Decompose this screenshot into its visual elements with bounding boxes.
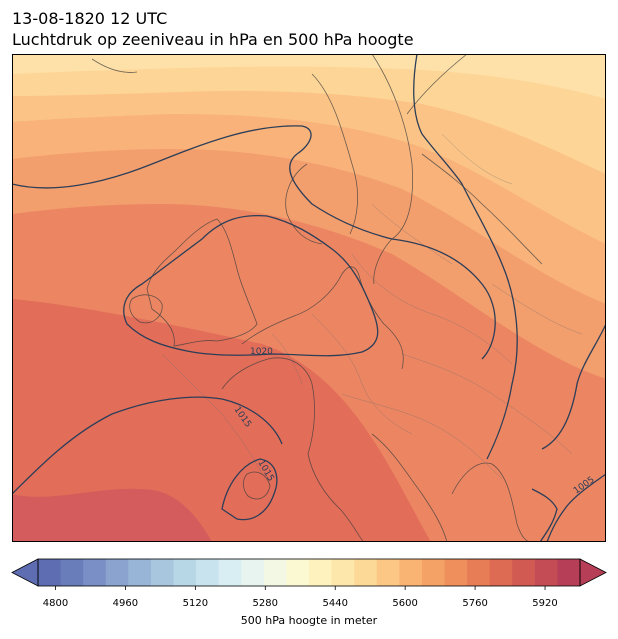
colorbar-tick-label: 5920 xyxy=(532,598,558,609)
colorbar-tick-label: 5120 xyxy=(182,598,209,609)
colorbar-segment xyxy=(421,559,445,586)
coastlines xyxy=(91,54,543,542)
colorbar-segment xyxy=(60,559,84,586)
colorbar-segment xyxy=(467,559,491,586)
colorbar-tick-label: 5600 xyxy=(392,598,418,609)
pressure-height-map: 1020 1015 1015 1005 xyxy=(12,54,606,542)
colorbar-segment xyxy=(241,559,265,586)
colorbar-tick-label: 4960 xyxy=(112,598,139,609)
map-frame xyxy=(12,54,606,542)
colorbar-segment xyxy=(399,559,423,586)
height-band-5640 xyxy=(12,54,606,99)
height-band-5920 xyxy=(12,488,212,542)
country-borders xyxy=(161,133,583,480)
colorbar-segment xyxy=(128,559,152,586)
colorbar-segment xyxy=(534,559,558,586)
colorbar-segment xyxy=(354,559,378,586)
map-title-date: 13-08-1820 12 UTC xyxy=(12,9,168,28)
height-band-5680 xyxy=(12,54,606,174)
colorbar-segment xyxy=(557,559,581,586)
colorbar-tick-label: 5280 xyxy=(252,598,279,609)
colorbar-segment xyxy=(512,559,536,586)
map-title-description: Luchtdruk op zeeniveau in hPa en 500 hPa… xyxy=(12,30,414,49)
colorbar-segment xyxy=(263,559,287,586)
colorbar-segment xyxy=(105,559,129,586)
colorbar-segment xyxy=(173,559,197,586)
colorbar-min-extend xyxy=(11,558,39,587)
colorbar-max-extend xyxy=(579,558,607,587)
colorbar-segment xyxy=(489,559,513,586)
colorbar-tick-label: 4800 xyxy=(42,598,69,609)
colorbar-segment xyxy=(83,559,107,586)
colorbar-segment xyxy=(38,559,62,586)
colorbar-segment xyxy=(196,559,220,586)
colorbar-segment xyxy=(218,559,242,586)
colorbar-segment xyxy=(331,559,355,586)
colorbar-tick-label: 5440 xyxy=(322,598,348,609)
colorbar-frame xyxy=(37,558,581,587)
colorbar-segment xyxy=(309,559,333,586)
isobar-label: 1020 xyxy=(250,347,273,357)
colorbar-segment xyxy=(286,559,310,586)
isobars xyxy=(12,54,606,542)
colorbar-label: 500 hPa hoogte in meter xyxy=(240,614,378,627)
colorbar-segment xyxy=(444,559,468,586)
colorbar-segment xyxy=(376,559,400,586)
colorbar-segment xyxy=(150,559,174,586)
colorbar xyxy=(11,558,607,590)
colorbar-tick-label: 5760 xyxy=(462,598,488,609)
